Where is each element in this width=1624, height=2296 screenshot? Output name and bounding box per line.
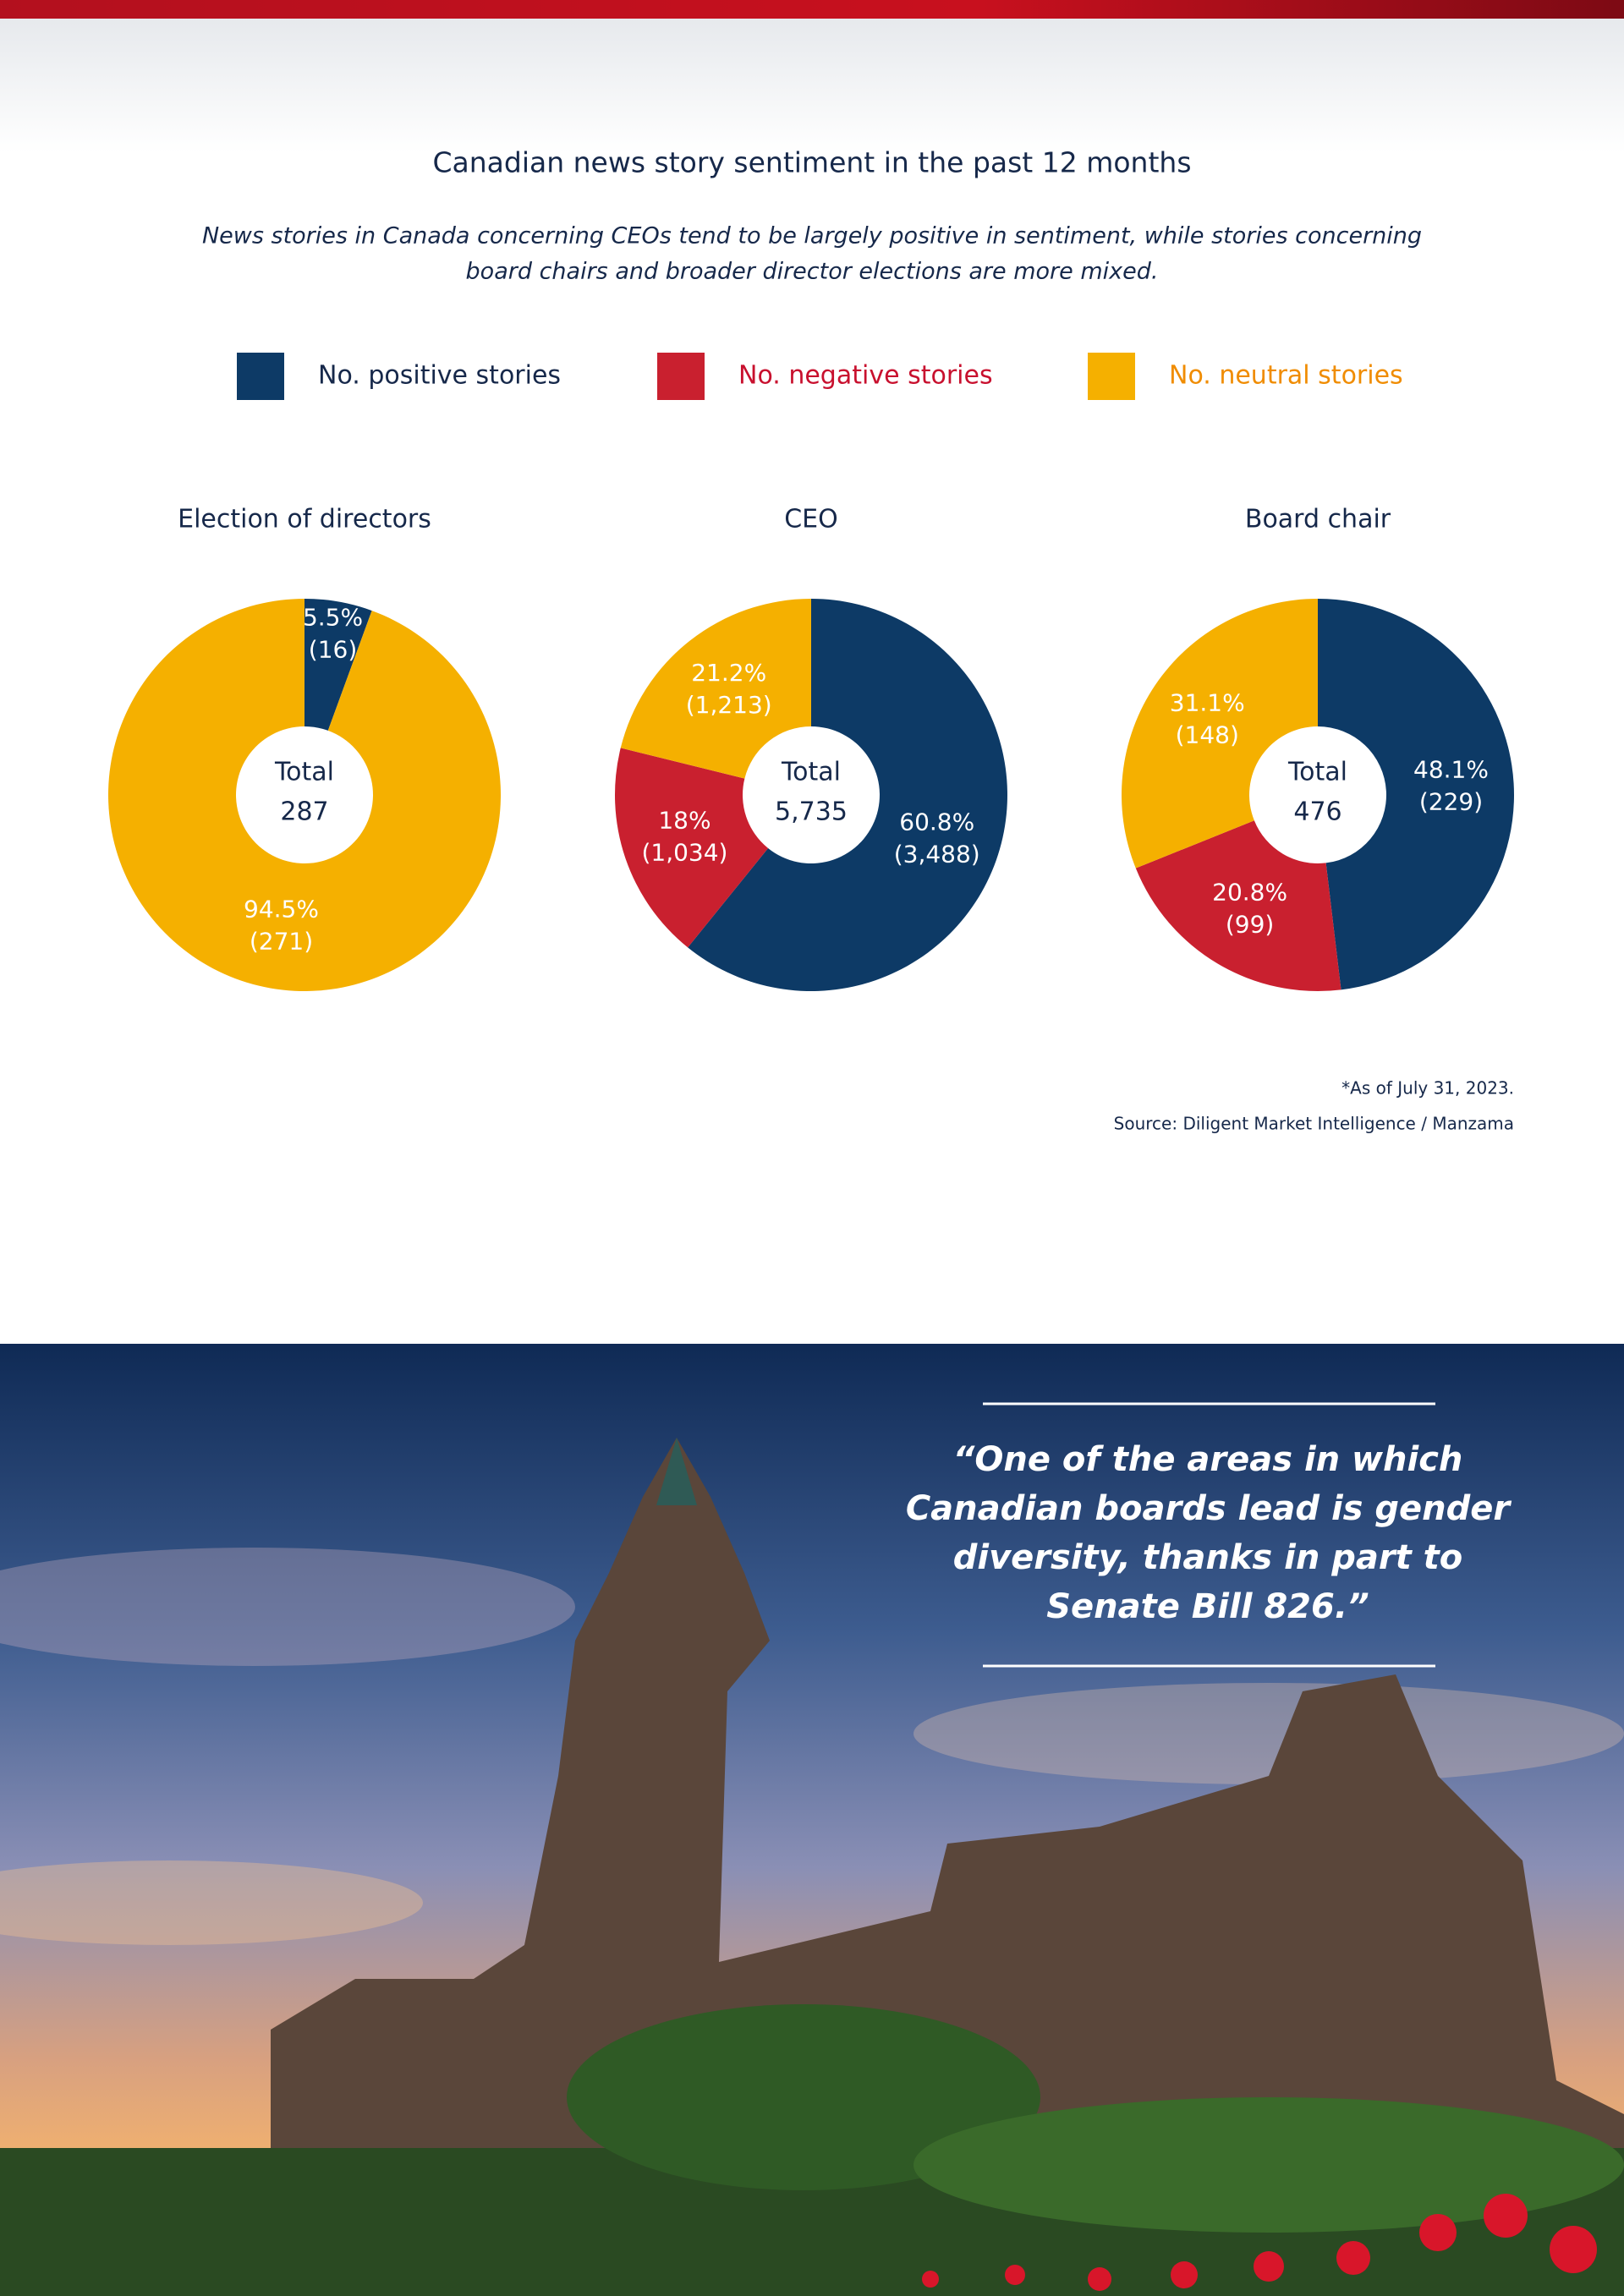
percent-label: 5.5% — [303, 603, 363, 631]
pie-slice — [1121, 599, 1318, 869]
quote-line: diversity, thanks in part to — [953, 1538, 1463, 1577]
pie-slice — [688, 599, 1007, 991]
pie-slice — [1318, 599, 1514, 990]
percent-label: 94.5% — [244, 895, 319, 923]
percent-label: 18% — [658, 806, 710, 834]
total-value: 5,735 — [775, 797, 848, 827]
chart-title: Board chair — [1245, 505, 1391, 534]
value-label: (1,213) — [686, 691, 772, 719]
percent-label: 20.8% — [1212, 879, 1287, 907]
top-bar — [0, 0, 1624, 19]
chart-title: CEO — [784, 505, 838, 534]
legend: No. positive stories No. negative stories… — [237, 353, 1403, 400]
value-label: (1,034) — [641, 838, 727, 866]
charts: Election of directors 5.5% (16) 94.5% (271) T… — [108, 505, 1514, 991]
quote-line: Senate Bill 826.” — [1046, 1587, 1369, 1626]
value-label: (271) — [250, 927, 313, 955]
total-value: 476 — [1293, 797, 1341, 827]
legend-swatch — [237, 353, 284, 400]
percent-label: 31.1% — [1170, 689, 1245, 717]
percent-label: 21.2% — [691, 659, 766, 687]
percent-label: 60.8% — [899, 808, 974, 836]
legend-swatch — [657, 353, 705, 400]
value-label: (148) — [1176, 721, 1239, 749]
center-label: Total — [781, 758, 841, 787]
total-value: 287 — [280, 797, 328, 827]
title: Canadian news story sentiment in the pas… — [432, 146, 1191, 179]
header-fade — [0, 0, 1624, 152]
value-label: (99) — [1226, 911, 1274, 939]
quote: “One of the areas in which Canadian boar… — [906, 1440, 1512, 1626]
legend-label: No. negative stories — [738, 361, 993, 391]
center-label: Total — [1287, 758, 1347, 787]
source: Source: Diligent Market Intelligence / M… — [1114, 1114, 1514, 1134]
pie-slice — [304, 599, 372, 731]
pie-slice — [108, 599, 502, 991]
legend-swatch — [1088, 353, 1135, 400]
value-label: (229) — [1419, 788, 1483, 816]
subtitle: News stories in Canada concerning CEOs t… — [202, 223, 1422, 249]
pie-slice — [1135, 820, 1341, 991]
pie-slice — [620, 599, 811, 779]
value-label: (16) — [309, 635, 357, 663]
legend-label: No. neutral stories — [1169, 361, 1403, 391]
subtitle: board chairs and broader director electi… — [466, 259, 1159, 285]
center-label: Total — [274, 758, 334, 787]
percent-label: 48.1% — [1413, 756, 1489, 784]
chart-title: Election of directors — [178, 505, 431, 534]
footnote: *As of July 31, 2023. — [1341, 1078, 1514, 1099]
photo — [0, 1344, 1624, 2296]
legend-label: No. positive stories — [318, 361, 561, 391]
value-label: (3,488) — [894, 841, 980, 869]
quote-line: “One of the areas in which — [953, 1440, 1463, 1479]
pie-slice — [615, 748, 769, 948]
quote-line: Canadian boards lead is gender — [906, 1489, 1512, 1528]
